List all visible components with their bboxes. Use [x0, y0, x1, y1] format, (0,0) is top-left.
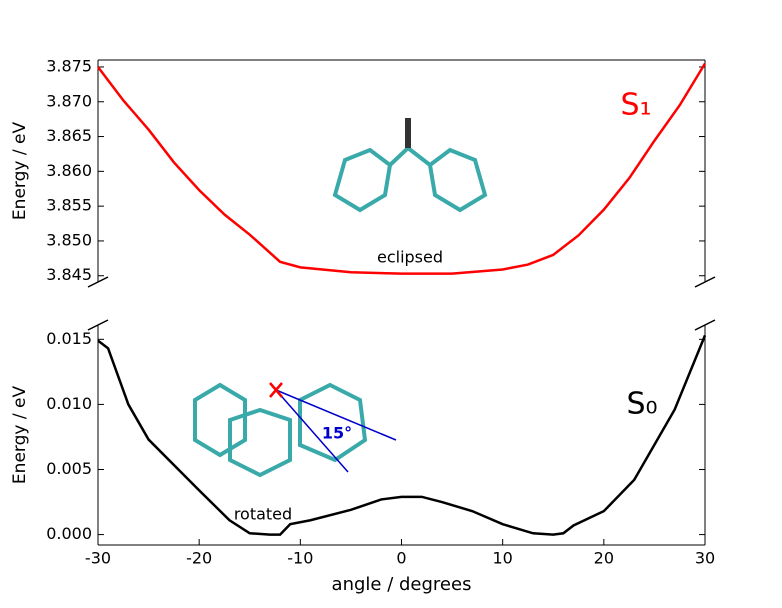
x-tick-label: -30 [85, 549, 111, 568]
pivot-marker [269, 382, 283, 398]
y-tick-label: 0.010 [46, 394, 92, 413]
y-tick-label: 3.850 [46, 230, 92, 249]
ring [388, 145, 432, 167]
x-tick-label: 30 [695, 549, 715, 568]
x-tick-label: -10 [287, 549, 313, 568]
axis-break [87, 319, 109, 331]
angle-line [275, 389, 397, 441]
x-tick-label: 10 [492, 549, 512, 568]
ring [228, 407, 292, 478]
y-tick-label: 0.005 [46, 459, 92, 478]
molecule-rotated [193, 382, 397, 478]
y-tick-label: 0.000 [46, 524, 92, 543]
ring [298, 382, 368, 463]
y-axis-label: Energy / eV [10, 386, 30, 485]
axis-break [694, 276, 716, 288]
axis-break [694, 319, 716, 331]
ring [332, 147, 393, 213]
annotation: 15° [322, 424, 352, 443]
x-axis-label: angle / degrees [332, 574, 472, 595]
series-line [97, 62, 707, 275]
y-axis-label: Energy / eV [10, 122, 30, 221]
y-tick-label: 3.865 [46, 126, 92, 145]
ring [427, 147, 488, 213]
angle-line [275, 389, 349, 473]
y-tick-label: 3.845 [46, 265, 92, 284]
annotation: eclipsed [377, 248, 443, 267]
ring [193, 382, 247, 458]
y-tick-label: 3.870 [46, 91, 92, 110]
annotation: S₁ [620, 88, 651, 123]
x-tick-label: 20 [594, 549, 614, 568]
annotation: S₀ [626, 387, 657, 422]
molecule-eclipsed [332, 118, 488, 213]
y-tick-label: 3.855 [46, 196, 92, 215]
axis-break [87, 276, 109, 288]
series-line [97, 334, 707, 536]
y-tick-label: 3.875 [46, 56, 92, 75]
annotation: rotated [234, 505, 292, 524]
y-tick-label: 0.015 [46, 329, 92, 348]
y-tick-label: 3.860 [46, 161, 92, 180]
x-tick-label: -20 [186, 549, 212, 568]
x-tick-label: 0 [396, 549, 406, 568]
